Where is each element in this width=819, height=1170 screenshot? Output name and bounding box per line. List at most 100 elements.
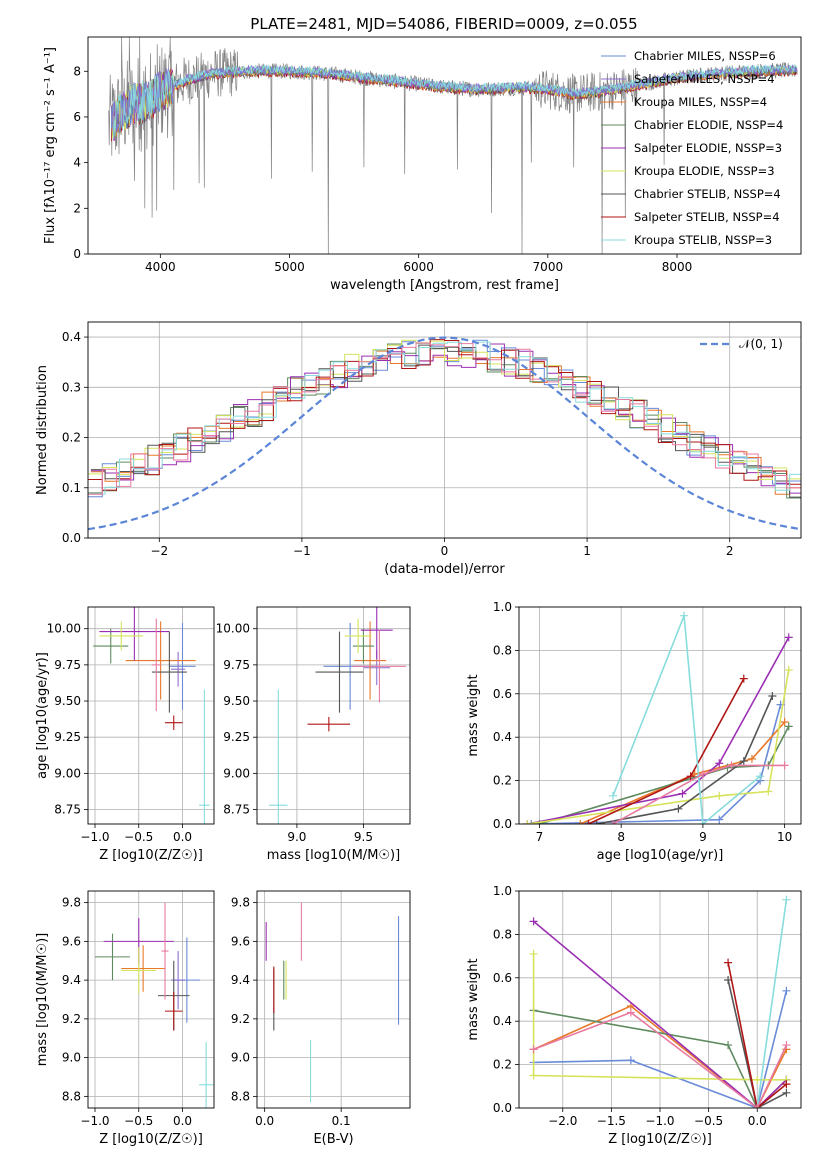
series-kr_elodie-point: [764, 787, 773, 796]
x-tick-label: 0: [441, 544, 449, 558]
normal-distribution-curve: [88, 336, 801, 531]
series-ch_stelib-line: [727, 979, 787, 1108]
x-tick-label: −1.0: [80, 830, 109, 844]
series-kr_elodie-point: [529, 1071, 538, 1080]
x-tick-label: −1.5: [597, 1114, 626, 1128]
y-axis-label: mass [log10(M/M☉)]: [35, 933, 50, 1066]
plot-area: [88, 336, 801, 531]
model-spectrum-kr_stelib-line: [112, 64, 798, 140]
axes-frame: [256, 606, 411, 825]
legend-label-sa_stelib: Salpeter STELIB, NSSP=4: [634, 210, 780, 224]
y-tick-label: 9.25: [54, 730, 81, 744]
y-tick-label: 9.25: [223, 730, 250, 744]
series-kr_stelib-line: [612, 615, 761, 824]
series-ch_stelib-point: [768, 691, 777, 700]
series-ch_miles-point: [626, 1056, 635, 1065]
series-sa_elodie-point: [529, 917, 538, 926]
y-tick-label: 0.3: [62, 380, 81, 394]
y-tick-label: 9.8: [62, 896, 81, 910]
series-ch_miles-point: [715, 815, 724, 824]
mass-vs-metallicity-panel: −1.0 −0.5 0.0 8.8 9.0 9.2 9.4 9.6 9.8 Z [log10(Z/…: [35, 890, 215, 1147]
mass-vs-ebv-panel: 0.0 0.1 8.8 9.0 9.2 9.4 9.6 9.8 E(B-V): [231, 890, 411, 1147]
legend-label-kr_miles: Kroupa MILES, NSSP=4: [634, 95, 767, 109]
x-axis-label: E(B-V): [313, 1132, 353, 1147]
plot-area: [268, 607, 407, 824]
series-sa_elodie-line: [533, 920, 787, 1108]
legend-label-kr_stelib: Kroupa STELIB, NSSP=3: [634, 233, 772, 247]
legend-label-sa_elodie: Salpeter ELODIE, NSSP=3: [634, 141, 782, 155]
series-ch_stelib-point: [674, 804, 683, 813]
y-axis-label: mass weight: [466, 958, 481, 1040]
y-tick-label: 8.8: [231, 1089, 250, 1103]
y-tick-label: 9.75: [223, 658, 250, 672]
x-tick-label: −2.0: [548, 1114, 577, 1128]
y-tick-label: 9.0: [62, 1051, 81, 1065]
residual-histogram-panel: −2 −1 0 1 2 0.0 0.1 0.2 0.3 0.4 (data-model)/error…: [35, 321, 802, 577]
legend-label-kr_elodie: Kroupa ELODIE, NSSP=3: [634, 164, 775, 178]
series-ch_miles-line: [531, 704, 782, 824]
y-tick-label: 9.00: [54, 766, 81, 780]
histogram-ch_stelib-steps: [90, 344, 801, 498]
x-tick-label: 2: [726, 544, 734, 558]
x-tick-label: −0.5: [124, 1114, 153, 1128]
series-pink-point: [609, 820, 617, 824]
series-kr_miles-line: [533, 1005, 788, 1108]
series-kr_elodie-point: [529, 949, 538, 958]
x-tick-label: 1: [583, 544, 591, 558]
axes-frame: [87, 321, 802, 539]
y-tick-label: 9.4: [62, 973, 81, 987]
y-tick-label: 10.00: [47, 622, 81, 636]
series-kr_miles-line: [579, 721, 786, 824]
y-tick-label: 1.0: [493, 884, 512, 898]
y-tick-label: 0.8: [493, 927, 512, 941]
series-sa_stelib-point: [739, 674, 748, 683]
series-pink-line: [612, 764, 785, 824]
plot-area: [93, 607, 210, 824]
y-tick-label: 9.2: [62, 1012, 81, 1026]
y-tick-label: 0.2: [62, 431, 81, 445]
y-tick-label: 0.2: [493, 1058, 512, 1072]
series-sa_elodie-line: [527, 637, 790, 824]
y-tick-label: 8: [73, 64, 81, 78]
y-tick-label: 9.4: [231, 973, 250, 987]
legend-label-normal: 𝒩(0, 1): [739, 337, 783, 351]
x-tick-label: −1.0: [645, 1114, 674, 1128]
series-ch_stelib-point: [724, 975, 733, 984]
y-tick-label: 10.00: [216, 622, 250, 636]
series-ch_miles-point: [782, 986, 791, 995]
x-tick-label: −1: [293, 544, 311, 558]
y-tick-label: 9.50: [54, 694, 81, 708]
y-tick-label: 9.50: [223, 694, 250, 708]
x-axis-label: Z [log10(Z/Z☉)]: [608, 1132, 712, 1147]
series-kr_stelib-point: [609, 791, 617, 800]
y-axis-label: age [log10(age/yr)]: [35, 652, 50, 779]
axes-frame: [87, 890, 215, 1109]
plot-area: [95, 902, 214, 1108]
x-tick-label: 5000: [274, 260, 305, 274]
series-kr_miles-point: [576, 820, 585, 824]
y-tick-label: 0.0: [62, 531, 81, 545]
series-kr_stelib-point: [782, 895, 791, 904]
y-tick-label: 8.75: [223, 803, 250, 817]
axes-frame: [256, 890, 411, 1109]
y-tick-label: 0.4: [493, 730, 512, 744]
series-kr_stelib-line: [756, 899, 788, 1108]
histogram-sa_elodie-steps: [90, 343, 801, 494]
plot-area: [529, 895, 791, 1108]
series-pink-point: [727, 761, 736, 770]
y-tick-label: 0.0: [493, 1101, 512, 1115]
y-tick-label: 0.6: [493, 971, 512, 985]
legend-label-ch_elodie: Chabrier ELODIE, NSSP=4: [634, 118, 783, 132]
series-kr_elodie-line: [532, 953, 787, 1081]
series-pink-point: [529, 1045, 538, 1054]
y-tick-label: 0.0: [493, 817, 512, 831]
x-axis-label: (data-model)/error: [384, 562, 505, 577]
series-sa_elodie-point: [678, 789, 687, 798]
series-kr_elodie-line: [527, 669, 790, 824]
series-ch_stelib-point: [782, 1088, 791, 1097]
x-tick-label: 8: [617, 830, 625, 844]
series-ch_miles-point: [527, 820, 536, 824]
legend-label-ch_miles: Chabrier MILES, NSSP=6: [634, 49, 776, 63]
series-kr_stelib-point: [680, 611, 689, 620]
series-kr_elodie-point: [753, 1075, 762, 1084]
